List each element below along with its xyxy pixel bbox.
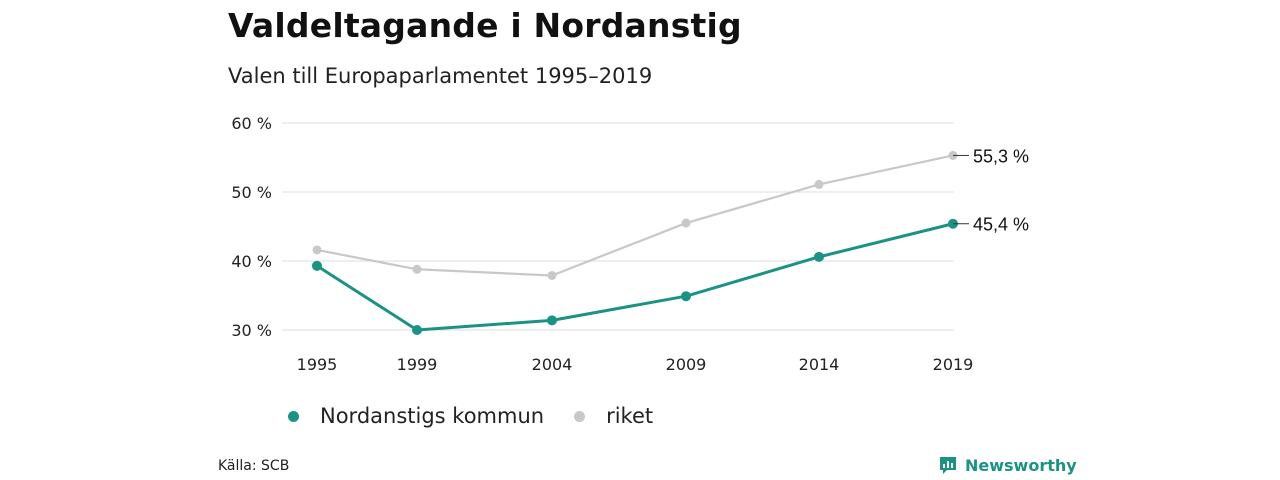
legend-dot-icon (574, 410, 586, 422)
chart-title: Valdeltagande i Nordanstig (228, 6, 742, 45)
brand-name: Newsworthy (965, 455, 1077, 475)
data-point[interactable] (681, 218, 691, 228)
legend-label: Nordanstigs kommun (320, 404, 545, 428)
x-tick-label: 1999 (397, 355, 438, 374)
legend-item-riket[interactable]: riket (574, 404, 653, 428)
y-tick-label: 50 % (231, 183, 272, 202)
series-layer: 55,3 % 45,4 % (312, 146, 1029, 335)
data-point[interactable] (412, 325, 422, 335)
data-point[interactable] (412, 264, 422, 274)
source-note: Källa: SCB (218, 458, 290, 474)
data-point[interactable] (814, 179, 824, 189)
chart-subtitle: Valen till Europaparlamentet 1995–2019 (228, 64, 653, 88)
y-tick-label: 60 % (231, 114, 272, 133)
legend-label: riket (606, 404, 654, 428)
data-point[interactable] (547, 270, 557, 280)
y-tick-labels: 30 % 40 % 50 % 60 % (231, 114, 272, 340)
data-point[interactable] (681, 291, 691, 302)
legend: Nordanstigs kommun riket (288, 404, 683, 428)
series-nordanstig: 45,4 % (312, 215, 1029, 335)
y-tick-label: 40 % (231, 252, 272, 271)
x-tick-label: 2009 (666, 355, 707, 374)
data-point[interactable] (547, 315, 557, 326)
x-tick-label: 2014 (799, 355, 840, 374)
brand-logo[interactable]: Newsworthy (938, 455, 1077, 475)
newsworthy-logo-icon (940, 457, 956, 474)
data-point[interactable] (312, 245, 322, 255)
series-riket: 55,3 % (312, 146, 1029, 280)
grid-lines (282, 122, 954, 331)
x-tick-label: 2019 (933, 355, 974, 374)
data-point[interactable] (814, 251, 824, 262)
x-tick-label: 1995 (297, 355, 338, 374)
end-value-label: 45,4 % (973, 215, 1029, 235)
legend-item-nordanstig[interactable]: Nordanstigs kommun (288, 404, 544, 428)
end-value-label: 55,3 % (973, 146, 1029, 166)
x-tick-labels: 1995 1999 2004 2009 2014 2019 (297, 355, 974, 374)
legend-dot-icon (288, 410, 299, 422)
data-point[interactable] (312, 260, 322, 271)
line-chart: 30 % 40 % 50 % 60 % 1995 1999 2004 2009 2014 201… (231, 114, 1029, 374)
series-line (316, 154, 954, 277)
series-line (316, 222, 954, 332)
x-tick-label: 2004 (532, 355, 573, 374)
y-tick-label: 30 % (231, 321, 272, 340)
